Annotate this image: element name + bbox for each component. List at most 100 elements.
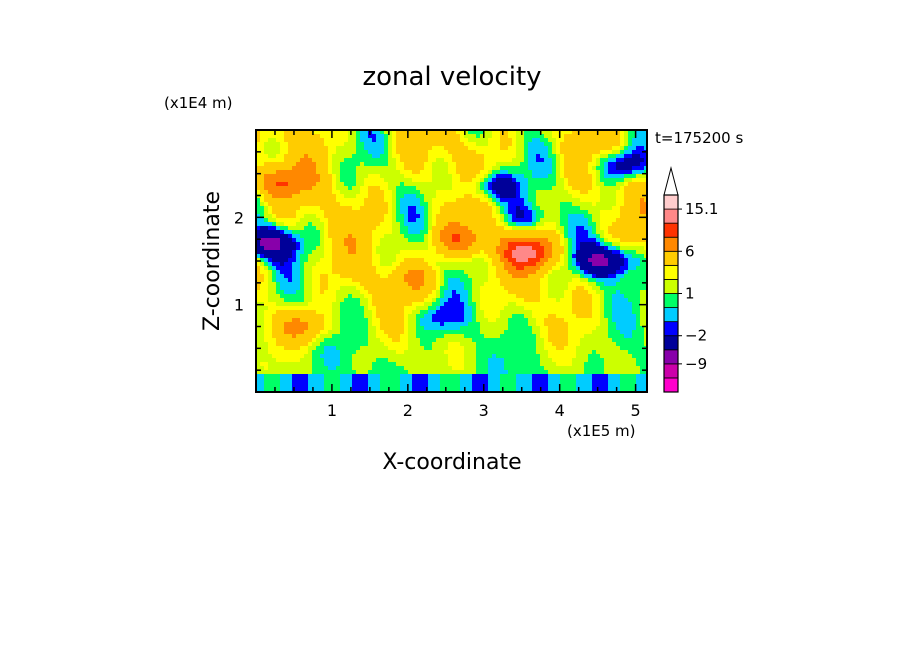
field-cell (492, 198, 497, 203)
field-cell (504, 166, 509, 171)
field-cell (560, 234, 565, 239)
field-cell (512, 150, 517, 155)
field-cell (524, 290, 529, 295)
field-cell (568, 182, 573, 187)
field-cell (364, 222, 369, 227)
field-cell (268, 330, 273, 335)
field-cell (324, 194, 329, 199)
field-cell (484, 158, 489, 163)
field-cell (552, 326, 557, 331)
field-cell (548, 150, 553, 155)
field-cell (504, 306, 509, 311)
field-cell (424, 166, 429, 171)
field-cell (416, 318, 421, 323)
field-cell (620, 242, 625, 247)
field-cell (608, 210, 613, 215)
field-cell (476, 182, 481, 187)
field-cell (264, 274, 269, 279)
field-cell (396, 162, 401, 167)
field-cell (476, 226, 481, 231)
field-cell (368, 254, 373, 259)
time-label: t=175200 s (655, 129, 743, 147)
field-cell (496, 234, 501, 239)
field-cell (620, 178, 625, 183)
field-cell (516, 158, 521, 163)
field-cell (488, 274, 493, 279)
field-cell (520, 298, 525, 303)
field-cell (496, 170, 501, 175)
field-cell (644, 202, 647, 207)
field-cell (276, 238, 281, 243)
field-cell (440, 142, 445, 147)
field-cell (384, 278, 389, 283)
field-cell (288, 218, 293, 223)
field-cell (564, 250, 569, 255)
field-cell (404, 150, 409, 155)
field-cell (516, 198, 521, 203)
field-cell (584, 322, 589, 327)
field-cell (572, 178, 577, 183)
field-cell (388, 134, 393, 139)
field-cell (628, 166, 633, 171)
field-cell (604, 274, 609, 279)
field-cell (560, 238, 565, 243)
field-cell (528, 270, 533, 275)
field-cell (360, 286, 365, 291)
field-cell (544, 290, 549, 295)
field-cell (416, 178, 421, 183)
field-cell (592, 154, 597, 159)
field-cell (376, 322, 381, 327)
field-cell (380, 238, 385, 243)
field-cell (644, 238, 647, 243)
field-cell (588, 198, 593, 203)
field-cell (496, 290, 501, 295)
field-cell (264, 182, 269, 187)
field-cell (548, 154, 553, 159)
field-cell (608, 226, 613, 231)
field-cell (480, 202, 485, 207)
field-cell (604, 266, 609, 271)
field-cell (436, 242, 441, 247)
field-cell (592, 158, 597, 163)
field-cell (308, 154, 313, 159)
field-cell (424, 294, 429, 299)
field-cell (356, 294, 361, 299)
field-cell (524, 210, 529, 215)
field-cell (572, 174, 577, 179)
field-cell (260, 218, 265, 223)
field-cell (472, 214, 477, 219)
field-cell (312, 142, 317, 147)
field-cell (468, 174, 473, 179)
field-cell (316, 298, 321, 303)
field-cell (580, 270, 585, 275)
field-cell (364, 258, 369, 263)
field-cell (620, 226, 625, 231)
field-cell (428, 290, 433, 295)
field-cell (424, 306, 429, 311)
field-cell (392, 162, 397, 167)
field-cell (496, 222, 501, 227)
field-cell (372, 202, 377, 207)
field-cell (644, 266, 647, 271)
field-cell (432, 278, 437, 283)
field-cell (292, 146, 297, 151)
field-cell (468, 230, 473, 235)
field-cell (460, 130, 465, 135)
field-cell (292, 294, 297, 299)
field-cell (276, 154, 281, 159)
field-cell (296, 226, 301, 231)
field-cell (260, 242, 265, 247)
field-cell (496, 274, 501, 279)
field-cell (524, 278, 529, 283)
field-cell (432, 218, 437, 223)
field-cell (376, 154, 381, 159)
field-cell (508, 322, 513, 327)
field-cell (356, 222, 361, 227)
field-cell (324, 306, 329, 311)
field-cell (436, 226, 441, 231)
field-cell (532, 158, 537, 163)
field-cell (588, 206, 593, 211)
field-cell (412, 206, 417, 211)
field-cell (456, 322, 461, 327)
plot-area (256, 130, 647, 392)
